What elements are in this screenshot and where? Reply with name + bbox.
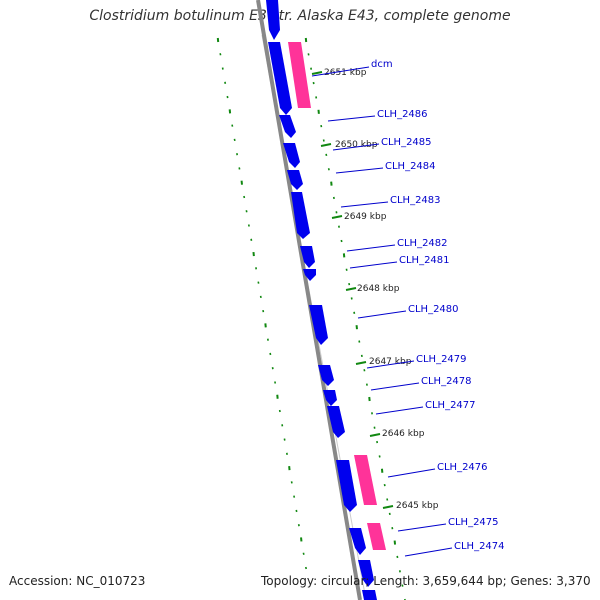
cds-feature — [287, 170, 303, 190]
kbp-label: 2649 kbp — [344, 212, 387, 222]
cds-feature — [327, 406, 345, 438]
cds-feature — [279, 115, 296, 138]
cds-feature — [303, 269, 316, 281]
gene-label: CLH_2477 — [425, 400, 476, 411]
cds-feature — [291, 192, 310, 239]
gene-label: CLH_2479 — [416, 354, 467, 365]
gene-label: CLH_2483 — [390, 195, 441, 206]
gene-label: CLH_2475 — [448, 517, 499, 528]
cds-feature — [266, 0, 280, 40]
gene-label: CLH_2486 — [377, 109, 428, 120]
gene-features — [266, 0, 386, 600]
cds-feature — [309, 305, 328, 345]
accession-text: Accession: NC_010723 — [9, 574, 146, 588]
gene-label: dcm — [371, 59, 393, 70]
gene-label: CLH_2478 — [421, 376, 472, 387]
kbp-label: 2650 kbp — [335, 140, 378, 150]
gene-label: CLH_2485 — [381, 137, 432, 148]
rna-feature — [288, 42, 311, 108]
kbp-scale: 2651 kbp 2650 kbp 2649 kbp 2648 kbp 2647… — [311, 68, 439, 511]
cds-feature — [358, 560, 374, 587]
kbp-label: 2647 kbp — [369, 357, 412, 367]
cds-feature — [283, 143, 300, 168]
cds-feature — [323, 390, 337, 406]
gene-label: CLH_2481 — [399, 255, 450, 266]
genome-backbone — [256, 0, 362, 600]
cds-feature — [300, 246, 315, 268]
gene-labels: dcm CLH_2486 CLH_2485 CLH_2484 CLH_2483 … — [311, 59, 505, 557]
cds-feature — [336, 460, 357, 512]
cds-feature — [362, 590, 377, 600]
gene-label: CLH_2474 — [454, 541, 505, 552]
gene-label: CLH_2484 — [385, 161, 436, 172]
cds-feature — [268, 42, 292, 115]
rna-feature — [354, 455, 377, 505]
kbp-label: 2651 kbp — [324, 68, 367, 78]
gene-label: CLH_2482 — [397, 238, 448, 249]
cds-feature — [318, 365, 334, 386]
kbp-label: 2646 kbp — [382, 429, 425, 439]
gene-label: CLH_2480 — [408, 304, 459, 315]
outer-tick-track — [304, 37, 406, 600]
genome-summary: Topology: circular; Length: 3,659,644 bp… — [261, 574, 591, 588]
inner-tick-track — [216, 37, 307, 570]
rna-feature — [367, 523, 386, 550]
gene-label: CLH_2476 — [437, 462, 488, 473]
kbp-label: 2648 kbp — [357, 284, 400, 294]
cds-feature — [349, 528, 366, 555]
kbp-label: 2645 kbp — [396, 501, 439, 511]
map-title: Clostridium botulinum E3 str. Alaska E43… — [89, 8, 511, 24]
